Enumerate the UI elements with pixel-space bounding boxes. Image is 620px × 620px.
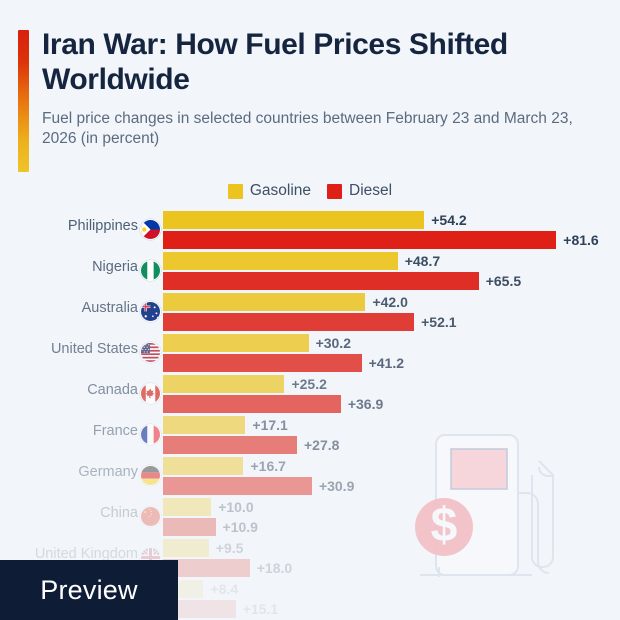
diesel-value-label: +81.6 <box>563 232 599 248</box>
diesel-value-label: +10.9 <box>222 519 258 535</box>
square-swatch-icon <box>227 183 243 199</box>
country-label: Germany <box>78 464 138 480</box>
diesel-value-label: +30.9 <box>318 478 355 494</box>
chart-row: Nigeria +48.7 +65.5 <box>0 248 620 290</box>
page-title: Iran War: How Fuel Prices Shifted Worldw… <box>42 28 508 96</box>
chart-legend: Gasoline Diesel <box>0 182 620 200</box>
chart-row: Australia +42.0 +52.1 <box>0 289 620 331</box>
country-label: United States <box>50 341 138 357</box>
diesel-bar[interactable] <box>163 354 362 372</box>
diesel-bar[interactable] <box>163 272 479 290</box>
gasoline-value-label: +17.1 <box>252 417 288 433</box>
flag-united-states-icon <box>140 342 161 363</box>
gasoline-bar[interactable] <box>163 539 209 557</box>
country-label: China <box>100 505 138 521</box>
diesel-bar[interactable] <box>163 313 415 331</box>
flag-canada-icon <box>140 383 161 404</box>
gasoline-value-label: +25.2 <box>291 376 327 392</box>
preview-label: Preview <box>40 574 138 605</box>
gasoline-bar[interactable] <box>163 293 366 311</box>
flag-philippines-icon <box>140 219 161 240</box>
country-label: Australia <box>81 300 138 316</box>
country-label: Nigeria <box>92 259 138 275</box>
gasoline-value-label: +30.2 <box>315 335 351 351</box>
diesel-value-label: +27.8 <box>303 437 340 453</box>
chart-row: China +10.0 +10.9 <box>0 494 620 536</box>
legend-label-diesel: Diesel <box>349 182 393 199</box>
gasoline-bar[interactable] <box>163 498 212 516</box>
gasoline-value-label: +10.0 <box>218 499 254 515</box>
gasoline-bar[interactable] <box>163 457 244 475</box>
preview-banner: Preview <box>0 560 178 620</box>
country-label: France <box>92 423 138 439</box>
gasoline-bar[interactable] <box>163 211 425 229</box>
diesel-value-label: +36.9 <box>347 396 384 412</box>
chart-row: Canada +25.2 +36.9 <box>0 371 620 413</box>
diesel-value-label: +18.0 <box>256 560 293 576</box>
chart-row: France +17.1 +27.8 <box>0 412 620 454</box>
gasoline-value-label: +48.7 <box>404 253 441 269</box>
diesel-value-label: +15.1 <box>242 601 279 617</box>
diesel-bar[interactable] <box>163 395 341 413</box>
gasoline-value-label: +8.4 <box>210 581 239 597</box>
chart-row: United States +30.2 +41.2 <box>0 330 620 372</box>
flag-australia-icon <box>140 301 161 322</box>
country-label: United Kingdom <box>34 546 138 562</box>
chart-row: Germany +16.7 +30.9 <box>0 453 620 495</box>
diesel-value-label: +65.5 <box>485 273 522 289</box>
diesel-bar[interactable] <box>163 436 297 454</box>
gasoline-value-label: +42.0 <box>372 294 408 310</box>
legend-item-diesel: Diesel <box>327 182 392 200</box>
flag-china-icon <box>140 506 161 527</box>
flag-france-icon <box>140 424 161 445</box>
gasoline-bar[interactable] <box>163 252 398 270</box>
square-swatch-icon <box>327 183 343 199</box>
diesel-bar[interactable] <box>163 518 216 536</box>
gasoline-value-label: +54.2 <box>431 212 467 228</box>
chart-row: United Kingdom +9.5 +18.0 <box>0 535 620 577</box>
flag-germany-icon <box>140 465 161 486</box>
flag-nigeria-icon <box>140 260 161 281</box>
gasoline-value-label: +16.7 <box>250 458 286 474</box>
gasoline-bar[interactable] <box>163 334 309 352</box>
gasoline-bar[interactable] <box>163 416 246 434</box>
legend-label-gasoline: Gasoline <box>249 182 312 199</box>
diesel-bar[interactable] <box>163 477 312 495</box>
page-subtitle: Fuel price changes in selected countries… <box>42 109 573 148</box>
diesel-value-label: +52.1 <box>421 314 457 330</box>
diesel-bar[interactable] <box>163 559 250 577</box>
country-label: Philippines <box>67 218 138 234</box>
gasoline-bar[interactable] <box>163 375 285 393</box>
chart-row: Philippines +54.2 +81.6 <box>0 207 620 249</box>
country-label: Canada <box>87 382 138 398</box>
diesel-bar[interactable] <box>163 231 557 249</box>
diesel-bar[interactable] <box>163 600 236 618</box>
diesel-value-label: +41.2 <box>368 355 405 371</box>
bar-chart: Philippines +54.2 +81.6 Nigeria +48.7 +65.5 Au… <box>0 207 620 618</box>
legend-item-gasoline: Gasoline <box>227 182 312 200</box>
gasoline-value-label: +9.5 <box>215 540 244 556</box>
accent-gradient-bar <box>18 30 29 172</box>
header: Iran War: How Fuel Prices Shifted Worldw… <box>0 0 620 150</box>
